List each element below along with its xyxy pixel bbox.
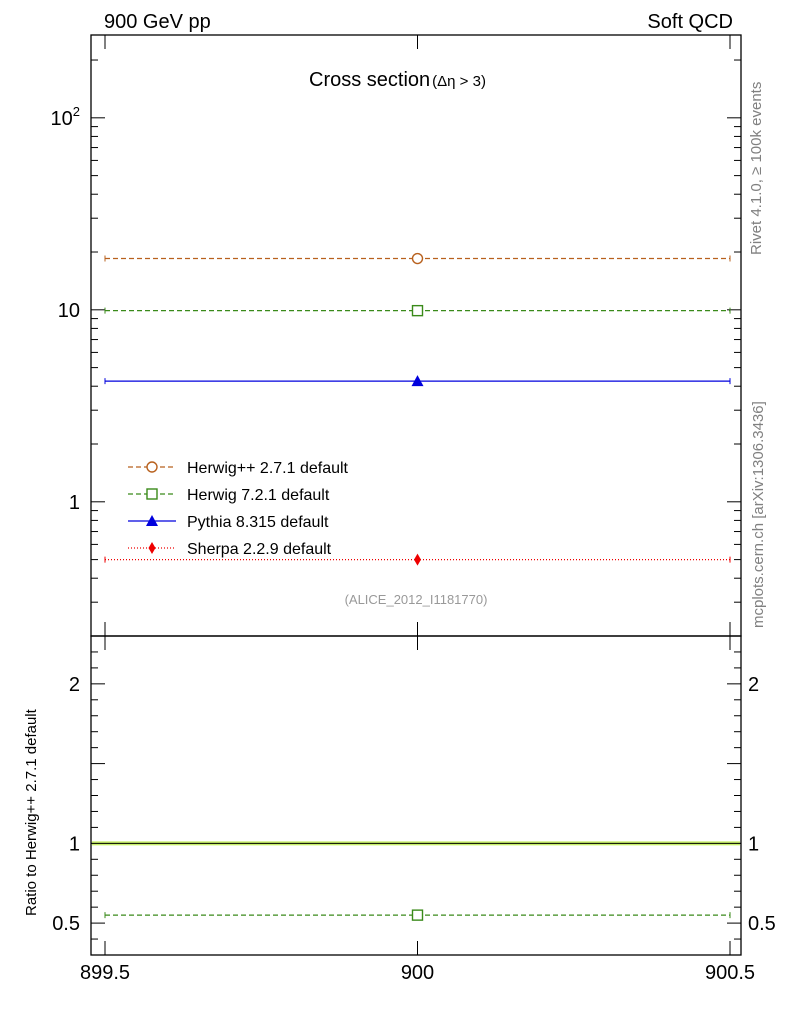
ratio-ylabel: Ratio to Herwig++ 2.7.1 default — [23, 708, 40, 916]
legend-marker — [148, 542, 156, 554]
x-ticks: 899.5 900 900.5 — [80, 35, 755, 984]
legend-label: Herwig 7.2.1 default — [187, 487, 330, 504]
ratio-plot-frame — [90, 635, 742, 956]
legend-label: Pythia 8.315 default — [187, 514, 329, 531]
x-tick-label: 899.5 — [80, 962, 130, 984]
main-series-marker — [411, 304, 424, 317]
main-series-marker — [411, 252, 424, 265]
mcplots-label: mcplots.cern.ch [arXiv:1306.3436] — [750, 401, 767, 628]
chart-title-suffix: (Δη > 3) — [432, 73, 486, 90]
ratio-ytick-label-left: 1 — [69, 833, 80, 855]
main-y-ticks: 1 10 102 — [51, 59, 741, 637]
main-ytick-label: 102 — [51, 104, 80, 130]
legend-label: Herwig++ 2.7.1 default — [187, 460, 349, 477]
main-series-marker — [414, 553, 421, 566]
header-left: 900 GeV pp — [104, 11, 211, 33]
ratio-series — [91, 841, 741, 921]
chart-title-main: Cross section — [309, 69, 430, 91]
analysis-label: (ALICE_2012_I1181770) — [345, 592, 488, 607]
ratio-ytick-label-left: 0.5 — [52, 913, 80, 935]
rivet-label: Rivet 4.1.0, ≥ 100k events — [748, 82, 765, 255]
x-tick-label: 900 — [401, 962, 434, 984]
legend-marker — [146, 461, 158, 473]
chart-title: Cross section (Δη > 3) — [309, 69, 486, 91]
main-series — [104, 252, 731, 566]
legend: Herwig++ 2.7.1 default Herwig 7.2.1 defau… — [128, 460, 349, 558]
ratio-ytick-label-right: 1 — [748, 833, 759, 855]
ratio-y-ticks: 0.5 0.5 1 1 2 2 — [52, 635, 776, 956]
main-ytick-label: 10 — [58, 300, 80, 322]
legend-marker — [146, 488, 158, 500]
main-ytick-exponent: 2 — [73, 104, 80, 119]
legend-marker — [146, 515, 158, 526]
ratio-series-marker — [411, 909, 424, 921]
main-ytick-label: 1 — [69, 492, 80, 514]
header-right: Soft QCD — [647, 11, 733, 33]
x-tick-label: 900.5 — [705, 962, 755, 984]
main-series-marker — [411, 375, 424, 387]
ratio-ytick-label-right: 0.5 — [748, 913, 776, 935]
ratio-ytick-label-right: 2 — [748, 674, 759, 696]
legend-label: Sherpa 2.2.9 default — [187, 541, 332, 558]
ratio-ytick-label-left: 2 — [69, 674, 80, 696]
